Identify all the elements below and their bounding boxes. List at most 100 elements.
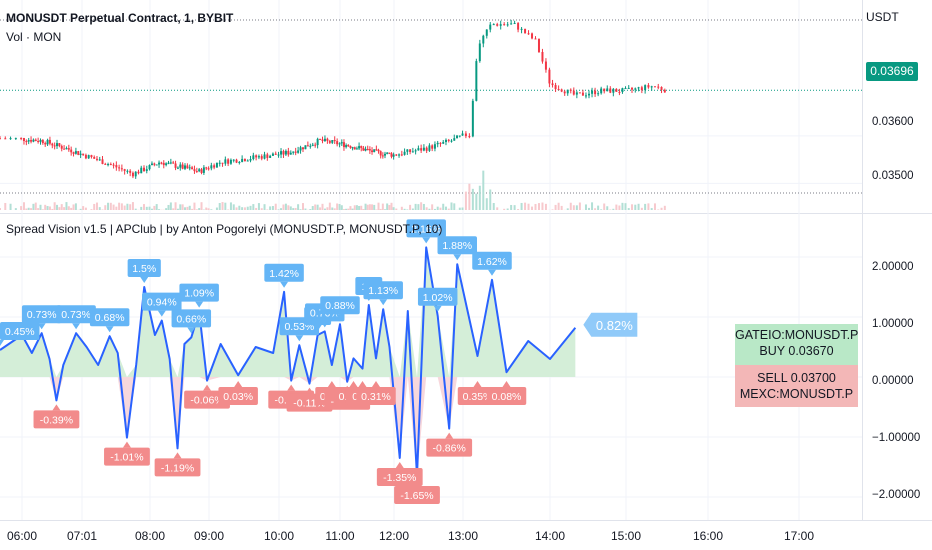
candle-body — [360, 146, 363, 148]
volume-bar — [342, 209, 345, 210]
candle-body — [287, 150, 290, 155]
label-box — [33, 410, 80, 429]
spread-low-label: -0.39% — [33, 404, 80, 429]
negative-spread-area — [0, 377, 576, 476]
candle-body — [77, 151, 80, 155]
volume-bar — [591, 202, 594, 210]
candle-body — [150, 163, 153, 166]
candle-body — [289, 152, 292, 155]
label-pointer — [445, 432, 454, 439]
label-pointer — [422, 237, 431, 244]
label-text: 1.62% — [477, 256, 507, 268]
candle-body — [489, 24, 492, 30]
candle-body — [109, 164, 112, 166]
spread-low-label: 0.08% — [486, 381, 527, 405]
label-pointer — [327, 381, 336, 387]
volume-bar — [371, 204, 374, 210]
time-tick: 07:01 — [66, 529, 98, 543]
label-text: 2.16% — [411, 223, 441, 235]
volume-bar — [461, 207, 464, 210]
candle-body — [468, 136, 471, 138]
volume-bar — [333, 208, 336, 210]
volume-bar — [403, 208, 406, 210]
volume-bar — [453, 203, 456, 210]
candle-body — [336, 141, 339, 145]
candle-body — [9, 138, 12, 140]
volume-bar — [618, 205, 621, 210]
volume-bar — [115, 206, 118, 210]
candle-body — [373, 149, 376, 153]
candle-body — [179, 164, 182, 168]
candle-body — [420, 148, 423, 151]
volume-bar — [284, 203, 287, 210]
volume-bar — [70, 207, 73, 210]
candle-body — [202, 167, 205, 173]
label-text: -0.06% — [190, 395, 223, 407]
candle-body — [67, 148, 70, 150]
volume-bar — [551, 209, 554, 210]
candle-body — [331, 140, 334, 143]
volume-bar — [84, 207, 87, 210]
volume-bar — [126, 203, 129, 210]
volume-bar — [503, 208, 506, 210]
label-box — [376, 468, 423, 486]
candle-body — [167, 162, 170, 164]
candle-body — [271, 153, 274, 156]
time-tick: 17:00 — [783, 529, 815, 543]
spread-high-label: 0.94% — [142, 292, 182, 317]
candle-body — [282, 151, 285, 155]
volume-bar — [193, 202, 196, 210]
candle-body — [193, 169, 196, 172]
currency-label[interactable]: USDT — [866, 10, 899, 24]
volume-bar — [79, 208, 82, 210]
candle-body — [123, 169, 126, 171]
candle-body — [205, 167, 208, 169]
candle-body — [221, 162, 224, 164]
candle-body — [0, 138, 1, 140]
volume-bar — [44, 204, 47, 210]
current-spread-label: 0.82% — [583, 312, 638, 337]
volume-bar — [232, 204, 235, 210]
volume-bar — [637, 203, 640, 210]
candle-body — [436, 142, 439, 145]
candle-body — [510, 23, 513, 25]
label-box — [486, 387, 527, 405]
volume-bar — [289, 206, 292, 210]
candle-body — [241, 158, 244, 162]
candle-body — [444, 139, 447, 143]
candle-body — [548, 69, 551, 84]
time-tick: 08:00 — [134, 529, 166, 543]
volume-bar — [660, 207, 663, 210]
volume-bar — [485, 198, 488, 210]
symbol-title[interactable]: MONUSDT Perpetual Contract, 1, BYBIT — [6, 11, 234, 25]
volume-bar — [150, 208, 153, 210]
candle-body — [388, 152, 391, 154]
candle-body — [384, 153, 386, 156]
indicator-title[interactable]: Spread Vision v1.5 | APClub | by Anton P… — [6, 222, 443, 236]
label-pointer — [413, 480, 421, 486]
label-box — [264, 263, 304, 282]
volume-bar — [560, 205, 563, 210]
volume-bar — [428, 208, 431, 210]
spread-high-label: 0.66% — [171, 309, 212, 334]
volume-bar — [364, 203, 367, 210]
volume-bar — [198, 208, 201, 210]
label-box — [320, 296, 360, 315]
candle-body — [581, 92, 584, 96]
volume-bar — [588, 207, 591, 210]
volume-bar — [287, 205, 290, 210]
label-text: 0.08% — [492, 391, 522, 403]
label-pointer — [336, 314, 344, 321]
candle-body — [554, 85, 557, 90]
volume-legend[interactable]: Vol · MON — [6, 30, 62, 44]
candle-body — [442, 142, 445, 144]
candle-body — [252, 155, 255, 160]
candle-body — [227, 159, 230, 164]
volume-bar — [381, 203, 384, 210]
label-text: 1.02% — [423, 292, 453, 304]
candle-body — [660, 86, 663, 90]
volume-bar — [72, 204, 75, 210]
candle-body — [280, 151, 283, 155]
candle-body — [277, 154, 280, 156]
